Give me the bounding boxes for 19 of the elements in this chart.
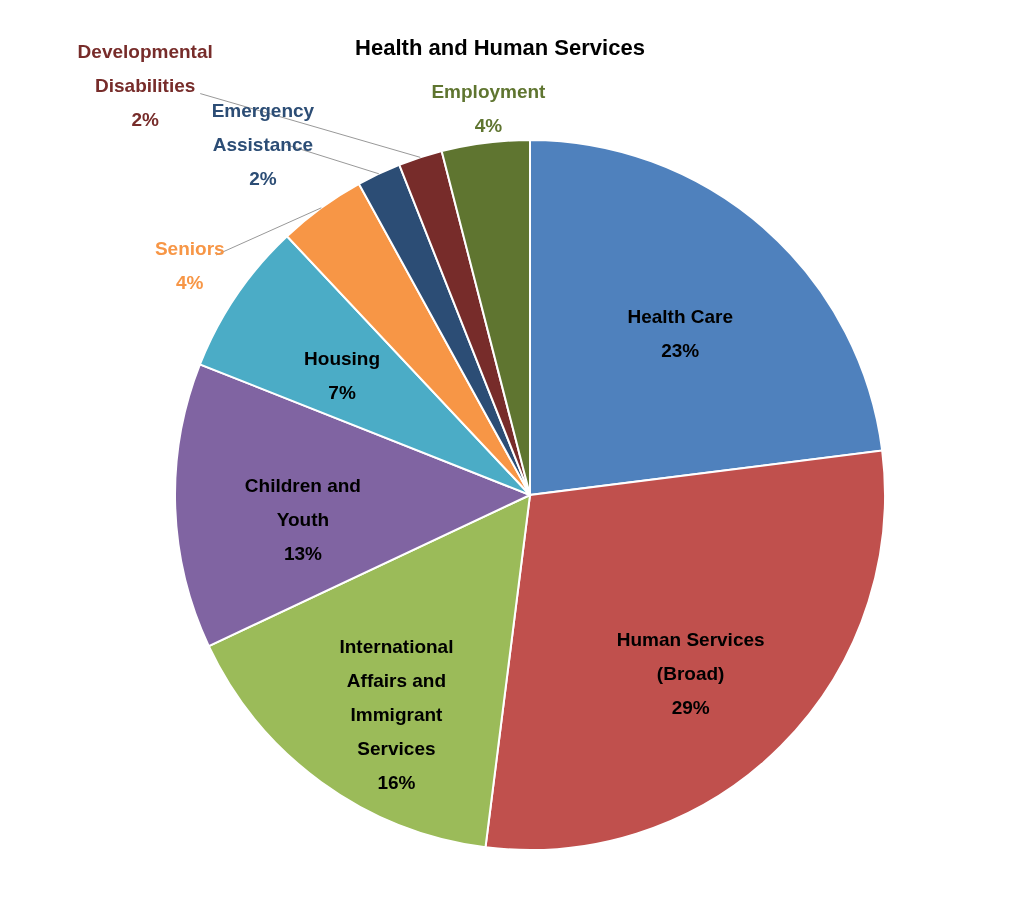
slice-label: Housing — [304, 348, 381, 370]
slice-label: Children and Youth — [244, 475, 361, 531]
data-label: 7% — [328, 382, 356, 404]
slice-label: Seniors — [154, 237, 225, 259]
slice-label: Human Services (Broad) — [616, 628, 765, 684]
data-label: 23% — [661, 339, 700, 361]
data-label: 16% — [377, 771, 416, 793]
data-label: 2% — [249, 168, 277, 190]
data-label: 4% — [176, 271, 204, 293]
data-label: 29% — [671, 696, 710, 718]
data-label: 4% — [474, 114, 503, 136]
slice-label: Emergency Assistance — [211, 100, 315, 156]
data-label: 2% — [131, 108, 160, 130]
slice-label: International Affairs and Immigrant Services — [339, 635, 454, 759]
slice-label: Employment — [431, 80, 547, 102]
slice-label: Developmental Disabilities — [77, 40, 213, 96]
data-label: 13% — [283, 543, 323, 565]
slice-label: Health Care — [627, 305, 734, 327]
chart-title: Health and Human Services — [355, 35, 645, 60]
